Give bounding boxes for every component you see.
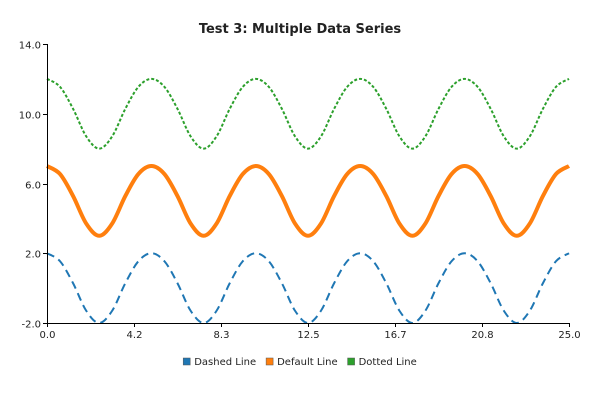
series-line-3 xyxy=(46,77,570,150)
x-tick-label: 20.8 xyxy=(471,330,493,341)
y-tick-label: 10.0 xyxy=(19,111,41,122)
legend-item: Dashed Line xyxy=(182,357,256,368)
y-tick-label: -2.0 xyxy=(21,320,41,331)
x-tick-label: 0.0 xyxy=(40,330,56,341)
legend: Dashed Line Default Line Dotted Line xyxy=(182,357,417,368)
x-axis-ticks: 0.0 4.2 8.3 12.5 16.7 20.8 25.0 xyxy=(40,323,581,341)
x-tick-label: 12.5 xyxy=(297,330,319,341)
legend-item: Dotted Line xyxy=(347,357,417,368)
series-line-1 xyxy=(46,252,570,324)
legend-swatch xyxy=(347,357,355,366)
x-tick-label: 16.7 xyxy=(384,330,406,341)
chart-title: Test 3: Multiple Data Series xyxy=(199,22,402,37)
y-axis-ticks: -2.0 2.0 6.0 10.0 14.0 xyxy=(19,41,47,331)
y-tick-label: 14.0 xyxy=(19,41,41,52)
plot-series xyxy=(45,77,571,324)
y-tick-label: 2.0 xyxy=(25,250,41,261)
legend-swatch xyxy=(182,357,191,366)
x-tick-label: 4.2 xyxy=(127,330,143,341)
legend-label: Dotted Line xyxy=(359,357,417,368)
x-tick-label: 25.0 xyxy=(558,330,580,341)
x-tick-label: 8.3 xyxy=(214,330,230,341)
legend-item: Default Line xyxy=(265,357,338,368)
y-tick-label: 6.0 xyxy=(25,181,41,192)
legend-label: Dashed Line xyxy=(194,357,256,368)
legend-swatch xyxy=(265,357,274,366)
series-line-2 xyxy=(45,164,571,238)
legend-label: Default Line xyxy=(277,357,338,368)
